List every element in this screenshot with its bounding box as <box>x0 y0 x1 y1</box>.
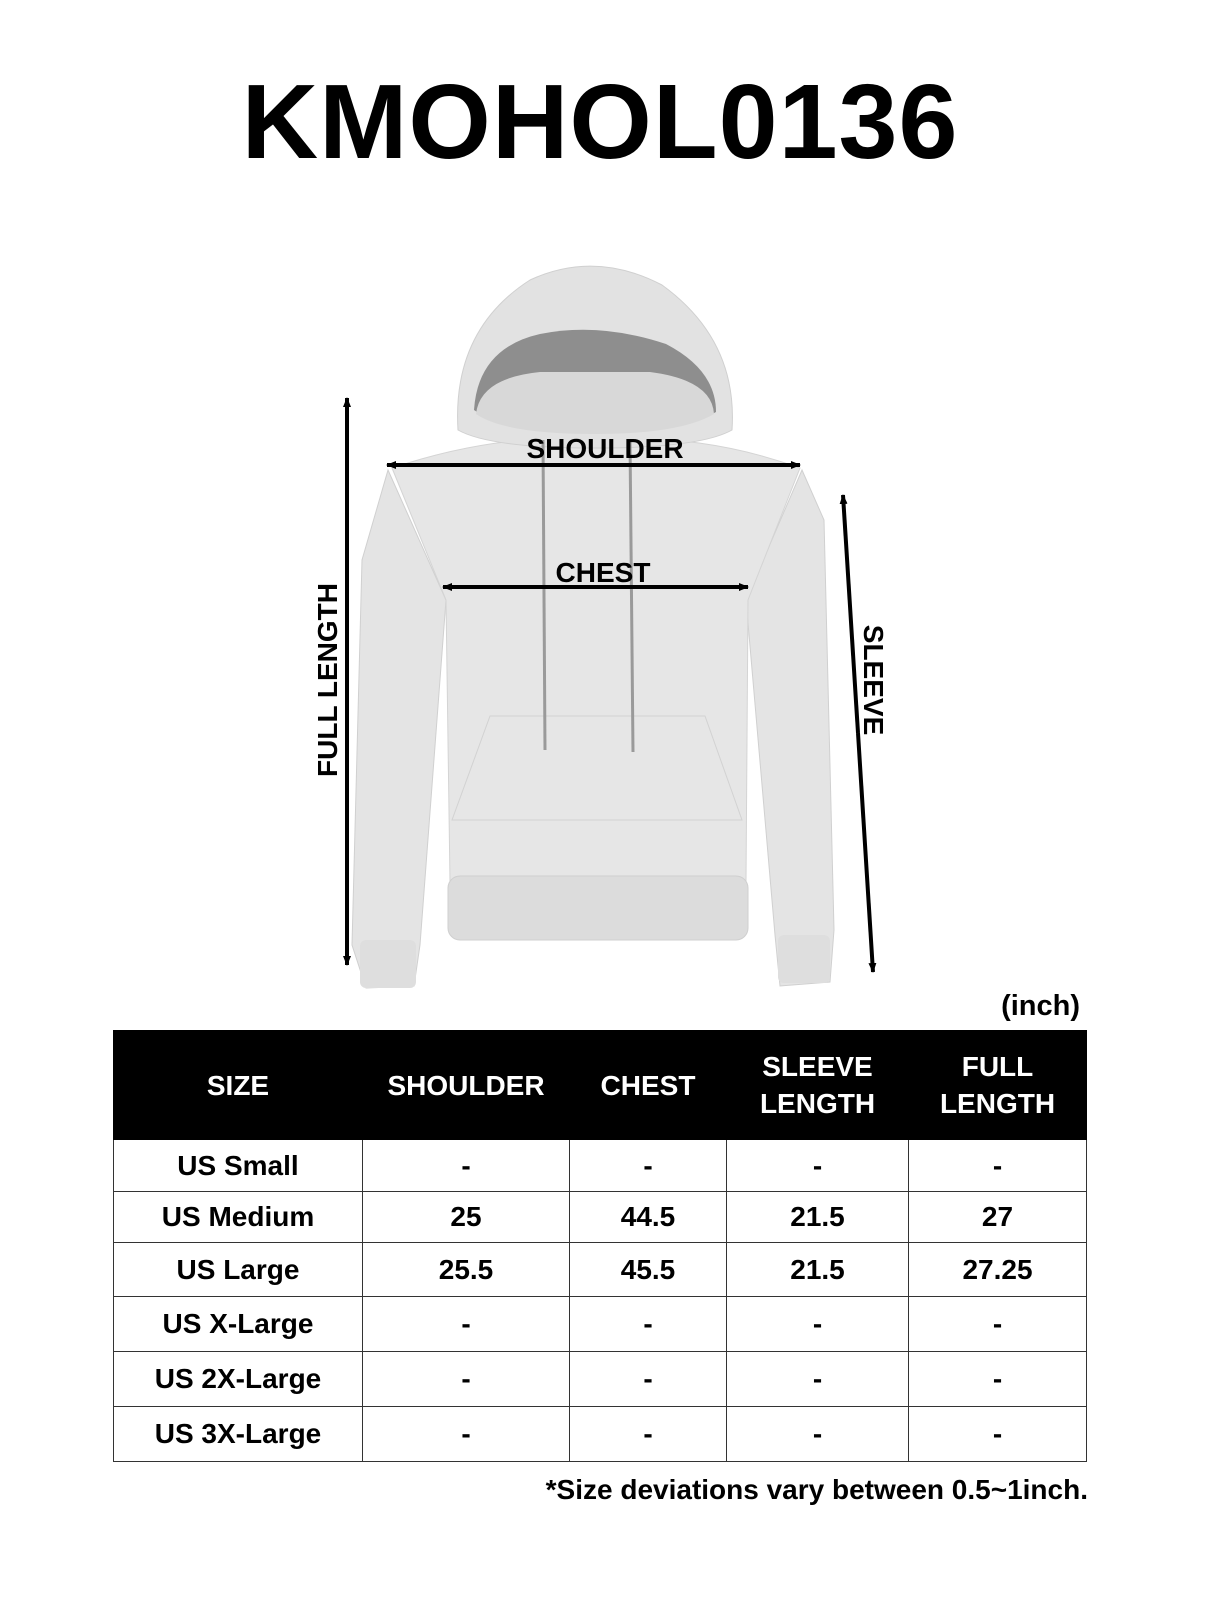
cell-chest: - <box>569 1296 727 1352</box>
unit-label: (inch) <box>1001 990 1080 1022</box>
cell-sleeve-length: 21.5 <box>726 1191 909 1243</box>
table-row: US 2X-Large - - - - <box>113 1351 1087 1407</box>
drawstring-right <box>628 439 635 753</box>
cell-full-length: - <box>908 1296 1087 1352</box>
table-row: US Large 25.5 45.5 21.5 27.25 <box>113 1242 1087 1297</box>
cell-shoulder: - <box>362 1296 570 1352</box>
size-deviation-note: *Size deviations vary between 0.5~1inch. <box>545 1474 1088 1505</box>
cell-size: US Small <box>113 1139 363 1192</box>
cell-full-length: - <box>908 1406 1087 1462</box>
drawstring-left <box>541 439 547 751</box>
cell-full-length: 27 <box>908 1191 1087 1243</box>
cell-size: US Large <box>113 1242 363 1297</box>
cell-full-length: - <box>908 1351 1087 1407</box>
header-full-length: FULL LENGTH <box>908 1030 1087 1140</box>
size-table: SIZE SHOULDER CHEST SLEEVE LENGTH FULL LEN… <box>113 1030 1087 1462</box>
table-row: US Small - - - - <box>113 1139 1087 1192</box>
cell-shoulder: - <box>362 1406 570 1462</box>
cell-shoulder: 25 <box>362 1191 570 1243</box>
header-size: SIZE <box>113 1030 363 1140</box>
cell-sleeve-length: 21.5 <box>726 1242 909 1297</box>
hoodie-measurement-diagram: SHOULDER CHEST FULL LENGTH SLEEVE <box>312 265 889 989</box>
left-cuff <box>360 940 416 988</box>
cell-chest: - <box>569 1351 727 1407</box>
header-sleeve-length: SLEEVE LENGTH <box>726 1030 909 1140</box>
cell-full-length: - <box>908 1139 1087 1192</box>
right-sleeve <box>745 468 835 987</box>
header-row: SIZE SHOULDER CHEST SLEEVE LENGTH FULL LEN… <box>113 1030 1087 1140</box>
cell-chest: - <box>569 1139 727 1192</box>
hoodie-image <box>351 265 835 989</box>
cell-size: US 2X-Large <box>113 1351 363 1407</box>
chest-label: CHEST <box>556 557 651 588</box>
cell-sleeve-length: - <box>726 1296 909 1352</box>
shoulder-label: SHOULDER <box>526 433 683 464</box>
cell-chest: 44.5 <box>569 1191 727 1243</box>
cell-size: US Medium <box>113 1191 363 1243</box>
cell-shoulder: 25.5 <box>362 1242 570 1297</box>
cell-sleeve-length: - <box>726 1406 909 1462</box>
cell-shoulder: - <box>362 1351 570 1407</box>
cell-full-length: 27.25 <box>908 1242 1087 1297</box>
sleeve-label: SLEEVE <box>858 625 889 735</box>
table-row: US Medium 25 44.5 21.5 27 <box>113 1191 1087 1243</box>
cell-size: US 3X-Large <box>113 1406 363 1462</box>
cell-shoulder: - <box>362 1139 570 1192</box>
cell-chest: 45.5 <box>569 1242 727 1297</box>
measurement-arrows <box>343 397 877 973</box>
table-row: US 3X-Large - - - - <box>113 1406 1087 1462</box>
cell-chest: - <box>569 1406 727 1462</box>
cell-sleeve-length: - <box>726 1139 909 1192</box>
table-row: US X-Large - - - - <box>113 1296 1087 1352</box>
sleeve-arrow <box>839 494 860 734</box>
cell-size: US X-Large <box>113 1296 363 1352</box>
right-cuff <box>778 935 830 983</box>
full-length-label: FULL LENGTH <box>312 583 343 777</box>
header-shoulder: SHOULDER <box>362 1030 570 1140</box>
cell-sleeve-length: - <box>726 1351 909 1407</box>
waistband <box>447 875 749 941</box>
header-chest: CHEST <box>569 1030 727 1140</box>
product-code-title: KMOHOL0136 <box>241 63 959 181</box>
